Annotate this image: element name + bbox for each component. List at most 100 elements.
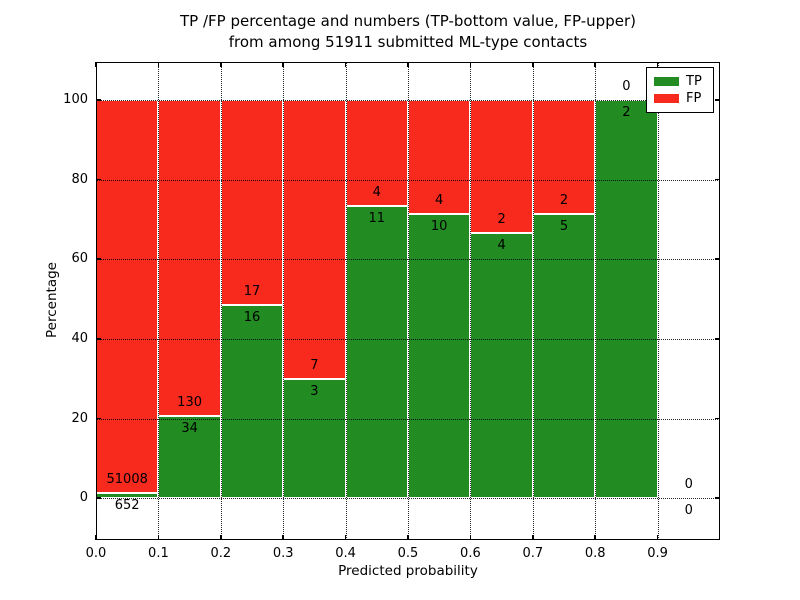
- legend-label-tp: TP: [686, 73, 702, 89]
- bar-tp-segment: [532, 213, 596, 499]
- x-tick-label: 0.9: [647, 546, 668, 561]
- y-tickmark-right: [715, 178, 720, 181]
- x-tickmark-top: [95, 62, 97, 67]
- x-tick-label: 0.3: [272, 546, 294, 561]
- x-tick-label: 0.0: [85, 546, 107, 561]
- bar-fp-segment: [283, 99, 346, 379]
- x-tick-label: 0.5: [397, 546, 419, 561]
- bar-fp-segment: [532, 99, 596, 214]
- y-tickmark-right: [715, 417, 720, 420]
- y-tickmark-right: [715, 338, 720, 340]
- legend-item-tp: TP: [647, 75, 713, 88]
- x-tickmark-bottom: [407, 535, 409, 540]
- tp-count-label: 0: [684, 503, 693, 519]
- x-gridline: [595, 62, 597, 540]
- x-gridline: [158, 62, 160, 540]
- x-tick-label: 0.4: [335, 546, 356, 561]
- tp-count-label: 4: [497, 237, 506, 253]
- x-tick-label: 0.7: [522, 546, 544, 561]
- x-gridline: [408, 62, 409, 540]
- y-tick-label: 20: [71, 410, 88, 426]
- x-tickmark-bottom: [157, 535, 160, 540]
- x-gridline: [220, 62, 222, 540]
- legend-item-fp: FP: [647, 92, 713, 105]
- y-tick-label: 0: [79, 490, 88, 506]
- fp-count-label: 0: [684, 477, 693, 493]
- y-tickmark-left: [96, 417, 101, 420]
- x-tickmark-top: [656, 62, 659, 67]
- y-tickmark-left: [96, 497, 101, 499]
- bar-tp-segment: [408, 213, 471, 499]
- x-gridline: [470, 62, 472, 540]
- x-tickmark-bottom: [282, 535, 284, 540]
- fp-count-label: 130: [177, 394, 202, 410]
- legend: TP FP: [646, 67, 714, 113]
- tp-count-label: 5: [559, 218, 569, 234]
- y-tickmark-right: [715, 99, 720, 101]
- x-tickmark-top: [594, 62, 596, 67]
- x-tickmark-bottom: [95, 535, 97, 540]
- x-tickmark-bottom: [469, 535, 472, 540]
- x-tickmark-top: [282, 62, 284, 67]
- fp-count-label: 17: [243, 284, 261, 300]
- y-tick-label: 80: [71, 171, 88, 187]
- x-tick-label: 0.8: [584, 546, 606, 561]
- y-tickmark-left: [96, 99, 101, 101]
- bar-fp-segment: [96, 99, 159, 494]
- fp-count-label: 7: [310, 357, 319, 373]
- tp-count-label: 34: [181, 420, 198, 436]
- fp-count-label: 0: [622, 78, 631, 94]
- x-gridline: [657, 62, 659, 540]
- x-tickmark-bottom: [656, 535, 659, 540]
- x-tickmark-top: [532, 62, 534, 67]
- y-tick-label: 60: [71, 251, 88, 267]
- x-axis-label: Predicted probability: [338, 563, 478, 579]
- x-tick-label: 0.6: [460, 546, 481, 561]
- x-gridline: [283, 62, 285, 540]
- x-tickmark-bottom: [594, 535, 596, 540]
- x-gridline: [345, 62, 347, 540]
- y-axis-label: Percentage: [44, 262, 60, 338]
- x-tickmark-top: [220, 62, 222, 67]
- bar-fp-segment: [158, 99, 221, 416]
- x-tickmark-bottom: [344, 535, 347, 540]
- x-tick-label: 0.1: [148, 546, 169, 561]
- y-tickmark-right: [715, 258, 720, 260]
- chart-title: TP /FP percentage and numbers (TP-bottom…: [96, 11, 720, 53]
- tp-count-label: 2: [622, 104, 631, 120]
- x-tickmark-top: [344, 62, 347, 67]
- bar-tp-segment: [283, 378, 346, 499]
- y-tickmark-right: [715, 497, 720, 499]
- tp-count-label: 3: [310, 383, 319, 399]
- fp-count-label: 51008: [106, 472, 148, 488]
- bar-tp-segment: [345, 206, 408, 499]
- y-tickmark-left: [96, 258, 101, 260]
- tp-count-label: 10: [430, 218, 448, 234]
- bar-tp-segment: [470, 232, 533, 499]
- fp-count-label: 4: [435, 192, 444, 208]
- chart-title-line1: TP /FP percentage and numbers (TP-bottom…: [180, 12, 636, 30]
- chart-title-line2: from among 51911 submitted ML-type conta…: [228, 33, 588, 51]
- y-tick-label: 100: [63, 91, 88, 107]
- x-tickmark-top: [469, 62, 472, 67]
- tp-count-label: 652: [114, 498, 140, 514]
- y-tickmark-left: [96, 338, 101, 340]
- fp-count-label: 2: [497, 211, 506, 227]
- y-tickmark-left: [96, 178, 101, 181]
- tp-count-label: 11: [368, 211, 386, 227]
- x-tickmark-bottom: [532, 535, 534, 540]
- fp-count-label: 2: [559, 192, 569, 208]
- bar-tp-segment: [595, 99, 658, 499]
- x-tickmark-top: [157, 62, 160, 67]
- fp-count-label: 4: [372, 185, 381, 201]
- y-tick-label: 40: [71, 330, 88, 346]
- tp-color-swatch: [654, 76, 679, 86]
- bar-tp-segment: [158, 415, 221, 499]
- tp-count-label: 16: [243, 310, 261, 326]
- x-tickmark-bottom: [220, 535, 222, 540]
- legend-label-fp: FP: [686, 91, 702, 107]
- bar-tp-segment: [220, 305, 284, 499]
- bar-fp-segment: [220, 99, 284, 306]
- x-gridline: [532, 62, 534, 540]
